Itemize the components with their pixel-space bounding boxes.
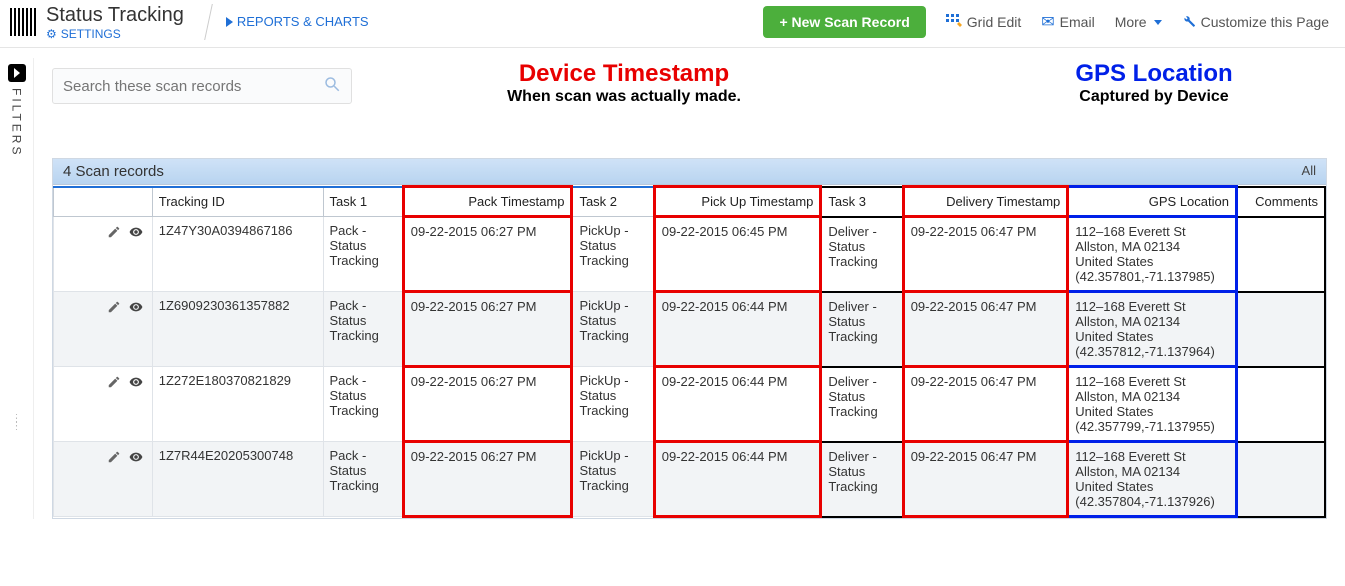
cell: 09-22-2015 06:45 PM	[654, 217, 821, 292]
page-title: Status Tracking	[46, 4, 184, 26]
cell	[1236, 442, 1325, 517]
play-icon	[226, 17, 233, 27]
cell: 09-22-2015 06:27 PM	[403, 292, 572, 367]
scan-records-table: 4 Scan records All Tracking IDTask 1Pack…	[52, 158, 1327, 519]
cell: PickUp - Status Tracking	[572, 217, 654, 292]
wrench-icon	[1182, 14, 1196, 31]
new-scan-record-button[interactable]: + New Scan Record	[763, 6, 925, 38]
cell: 112–168 Everett StAllston, MA 02134Unite…	[1068, 442, 1237, 517]
table-row: 1Z47Y30A0394867186Pack - Status Tracking…	[54, 217, 1326, 292]
cell	[1236, 367, 1325, 442]
email-label: Email	[1060, 14, 1095, 30]
cell	[1236, 292, 1325, 367]
data-table: Tracking IDTask 1Pack TimestampTask 2Pic…	[53, 185, 1326, 518]
cell: Deliver - Status Tracking	[821, 292, 903, 367]
cell: 09-22-2015 06:47 PM	[903, 292, 1068, 367]
main-layout: FILTERS ⋮⋮⋮ Device Timestamp When scan w…	[0, 58, 1345, 519]
customize-page-link[interactable]: Customize this Page	[1182, 14, 1329, 31]
content-area: Device Timestamp When scan was actually …	[34, 58, 1345, 519]
table-summary-bar: 4 Scan records All	[53, 159, 1326, 185]
email-link[interactable]: Email	[1041, 12, 1094, 32]
cell: Pack - Status Tracking	[323, 217, 403, 292]
grid-icon	[946, 14, 962, 31]
cell: Pack - Status Tracking	[323, 367, 403, 442]
cell: Deliver - Status Tracking	[821, 217, 903, 292]
cell: 1Z47Y30A0394867186	[152, 217, 323, 292]
filters-label: FILTERS	[10, 88, 24, 157]
filters-sidebar[interactable]: FILTERS ⋮⋮⋮	[0, 58, 34, 519]
divider	[198, 4, 212, 40]
cell: 09-22-2015 06:44 PM	[654, 367, 821, 442]
cell: Deliver - Status Tracking	[821, 367, 903, 442]
search-icon[interactable]	[323, 75, 341, 98]
cell: Deliver - Status Tracking	[821, 442, 903, 517]
annotation-timestamp-sub: When scan was actually made.	[434, 88, 814, 106]
cell: 112–168 Everett StAllston, MA 02134Unite…	[1068, 217, 1237, 292]
more-dropdown[interactable]: More	[1115, 14, 1162, 30]
drag-handle-icon[interactable]: ⋮⋮⋮	[12, 417, 22, 429]
row-actions[interactable]	[54, 442, 153, 517]
search-input[interactable]	[63, 78, 323, 95]
cell: 1Z7R44E20205300748	[152, 442, 323, 517]
chevron-down-icon	[1154, 20, 1162, 25]
expand-filters-icon[interactable]	[8, 64, 26, 82]
cell: 112–168 Everett StAllston, MA 02134Unite…	[1068, 292, 1237, 367]
top-toolbar: Status Tracking SETTINGS REPORTS & CHART…	[0, 0, 1345, 48]
toolbar-actions: + New Scan Record Grid Edit Email More C…	[763, 6, 1329, 38]
cell: Pack - Status Tracking	[323, 292, 403, 367]
cell: 09-22-2015 06:47 PM	[903, 367, 1068, 442]
settings-label: SETTINGS	[61, 27, 121, 41]
cell: 09-22-2015 06:27 PM	[403, 442, 572, 517]
table-body: 1Z47Y30A0394867186Pack - Status Tracking…	[54, 217, 1326, 517]
grid-edit-label: Grid Edit	[967, 14, 1021, 30]
cell: 112–168 Everett StAllston, MA 02134Unite…	[1068, 367, 1237, 442]
column-header[interactable]: Pack Timestamp	[403, 187, 572, 217]
annotation-gps-sub: Captured by Device	[1024, 88, 1284, 106]
more-label: More	[1115, 14, 1147, 30]
column-header[interactable]: GPS Location	[1068, 187, 1237, 217]
cell: PickUp - Status Tracking	[572, 442, 654, 517]
row-actions[interactable]	[54, 292, 153, 367]
settings-link[interactable]: SETTINGS	[46, 27, 184, 41]
cell: PickUp - Status Tracking	[572, 367, 654, 442]
row-actions[interactable]	[54, 367, 153, 442]
cell: 09-22-2015 06:27 PM	[403, 217, 572, 292]
gear-icon	[46, 27, 57, 41]
table-row: 1Z6909230361357882Pack - Status Tracking…	[54, 292, 1326, 367]
search-box[interactable]	[52, 68, 352, 104]
cell: 09-22-2015 06:47 PM	[903, 442, 1068, 517]
table-header-row: Tracking IDTask 1Pack TimestampTask 2Pic…	[54, 187, 1326, 217]
reports-charts-link[interactable]: REPORTS & CHARTS	[226, 14, 369, 29]
cell: 1Z6909230361357882	[152, 292, 323, 367]
column-header[interactable]: Comments	[1236, 187, 1325, 217]
cell: Pack - Status Tracking	[323, 442, 403, 517]
title-block: Status Tracking SETTINGS	[46, 4, 184, 41]
cell: 09-22-2015 06:27 PM	[403, 367, 572, 442]
table-all-link[interactable]: All	[1302, 163, 1316, 180]
annotation-gps-title: GPS Location	[1024, 60, 1284, 88]
cell: 09-22-2015 06:44 PM	[654, 292, 821, 367]
table-row: 1Z272E180370821829Pack - Status Tracking…	[54, 367, 1326, 442]
row-actions[interactable]	[54, 217, 153, 292]
column-header[interactable]	[54, 187, 153, 217]
reports-label: REPORTS & CHARTS	[237, 14, 369, 29]
barcode-icon	[10, 8, 38, 36]
cell	[1236, 217, 1325, 292]
column-header[interactable]: Task 1	[323, 187, 403, 217]
column-header[interactable]: Delivery Timestamp	[903, 187, 1068, 217]
cell: 1Z272E180370821829	[152, 367, 323, 442]
cell: 09-22-2015 06:44 PM	[654, 442, 821, 517]
table-row: 1Z7R44E20205300748Pack - Status Tracking…	[54, 442, 1326, 517]
cell: 09-22-2015 06:47 PM	[903, 217, 1068, 292]
column-header[interactable]: Task 3	[821, 187, 903, 217]
mail-icon	[1041, 12, 1054, 32]
column-header[interactable]: Tracking ID	[152, 187, 323, 217]
annotation-timestamp-title: Device Timestamp	[434, 60, 814, 88]
customize-label: Customize this Page	[1201, 14, 1329, 30]
column-header[interactable]: Task 2	[572, 187, 654, 217]
table-summary: 4 Scan records	[63, 163, 164, 180]
column-header[interactable]: Pick Up Timestamp	[654, 187, 821, 217]
grid-edit-link[interactable]: Grid Edit	[946, 14, 1021, 31]
cell: PickUp - Status Tracking	[572, 292, 654, 367]
